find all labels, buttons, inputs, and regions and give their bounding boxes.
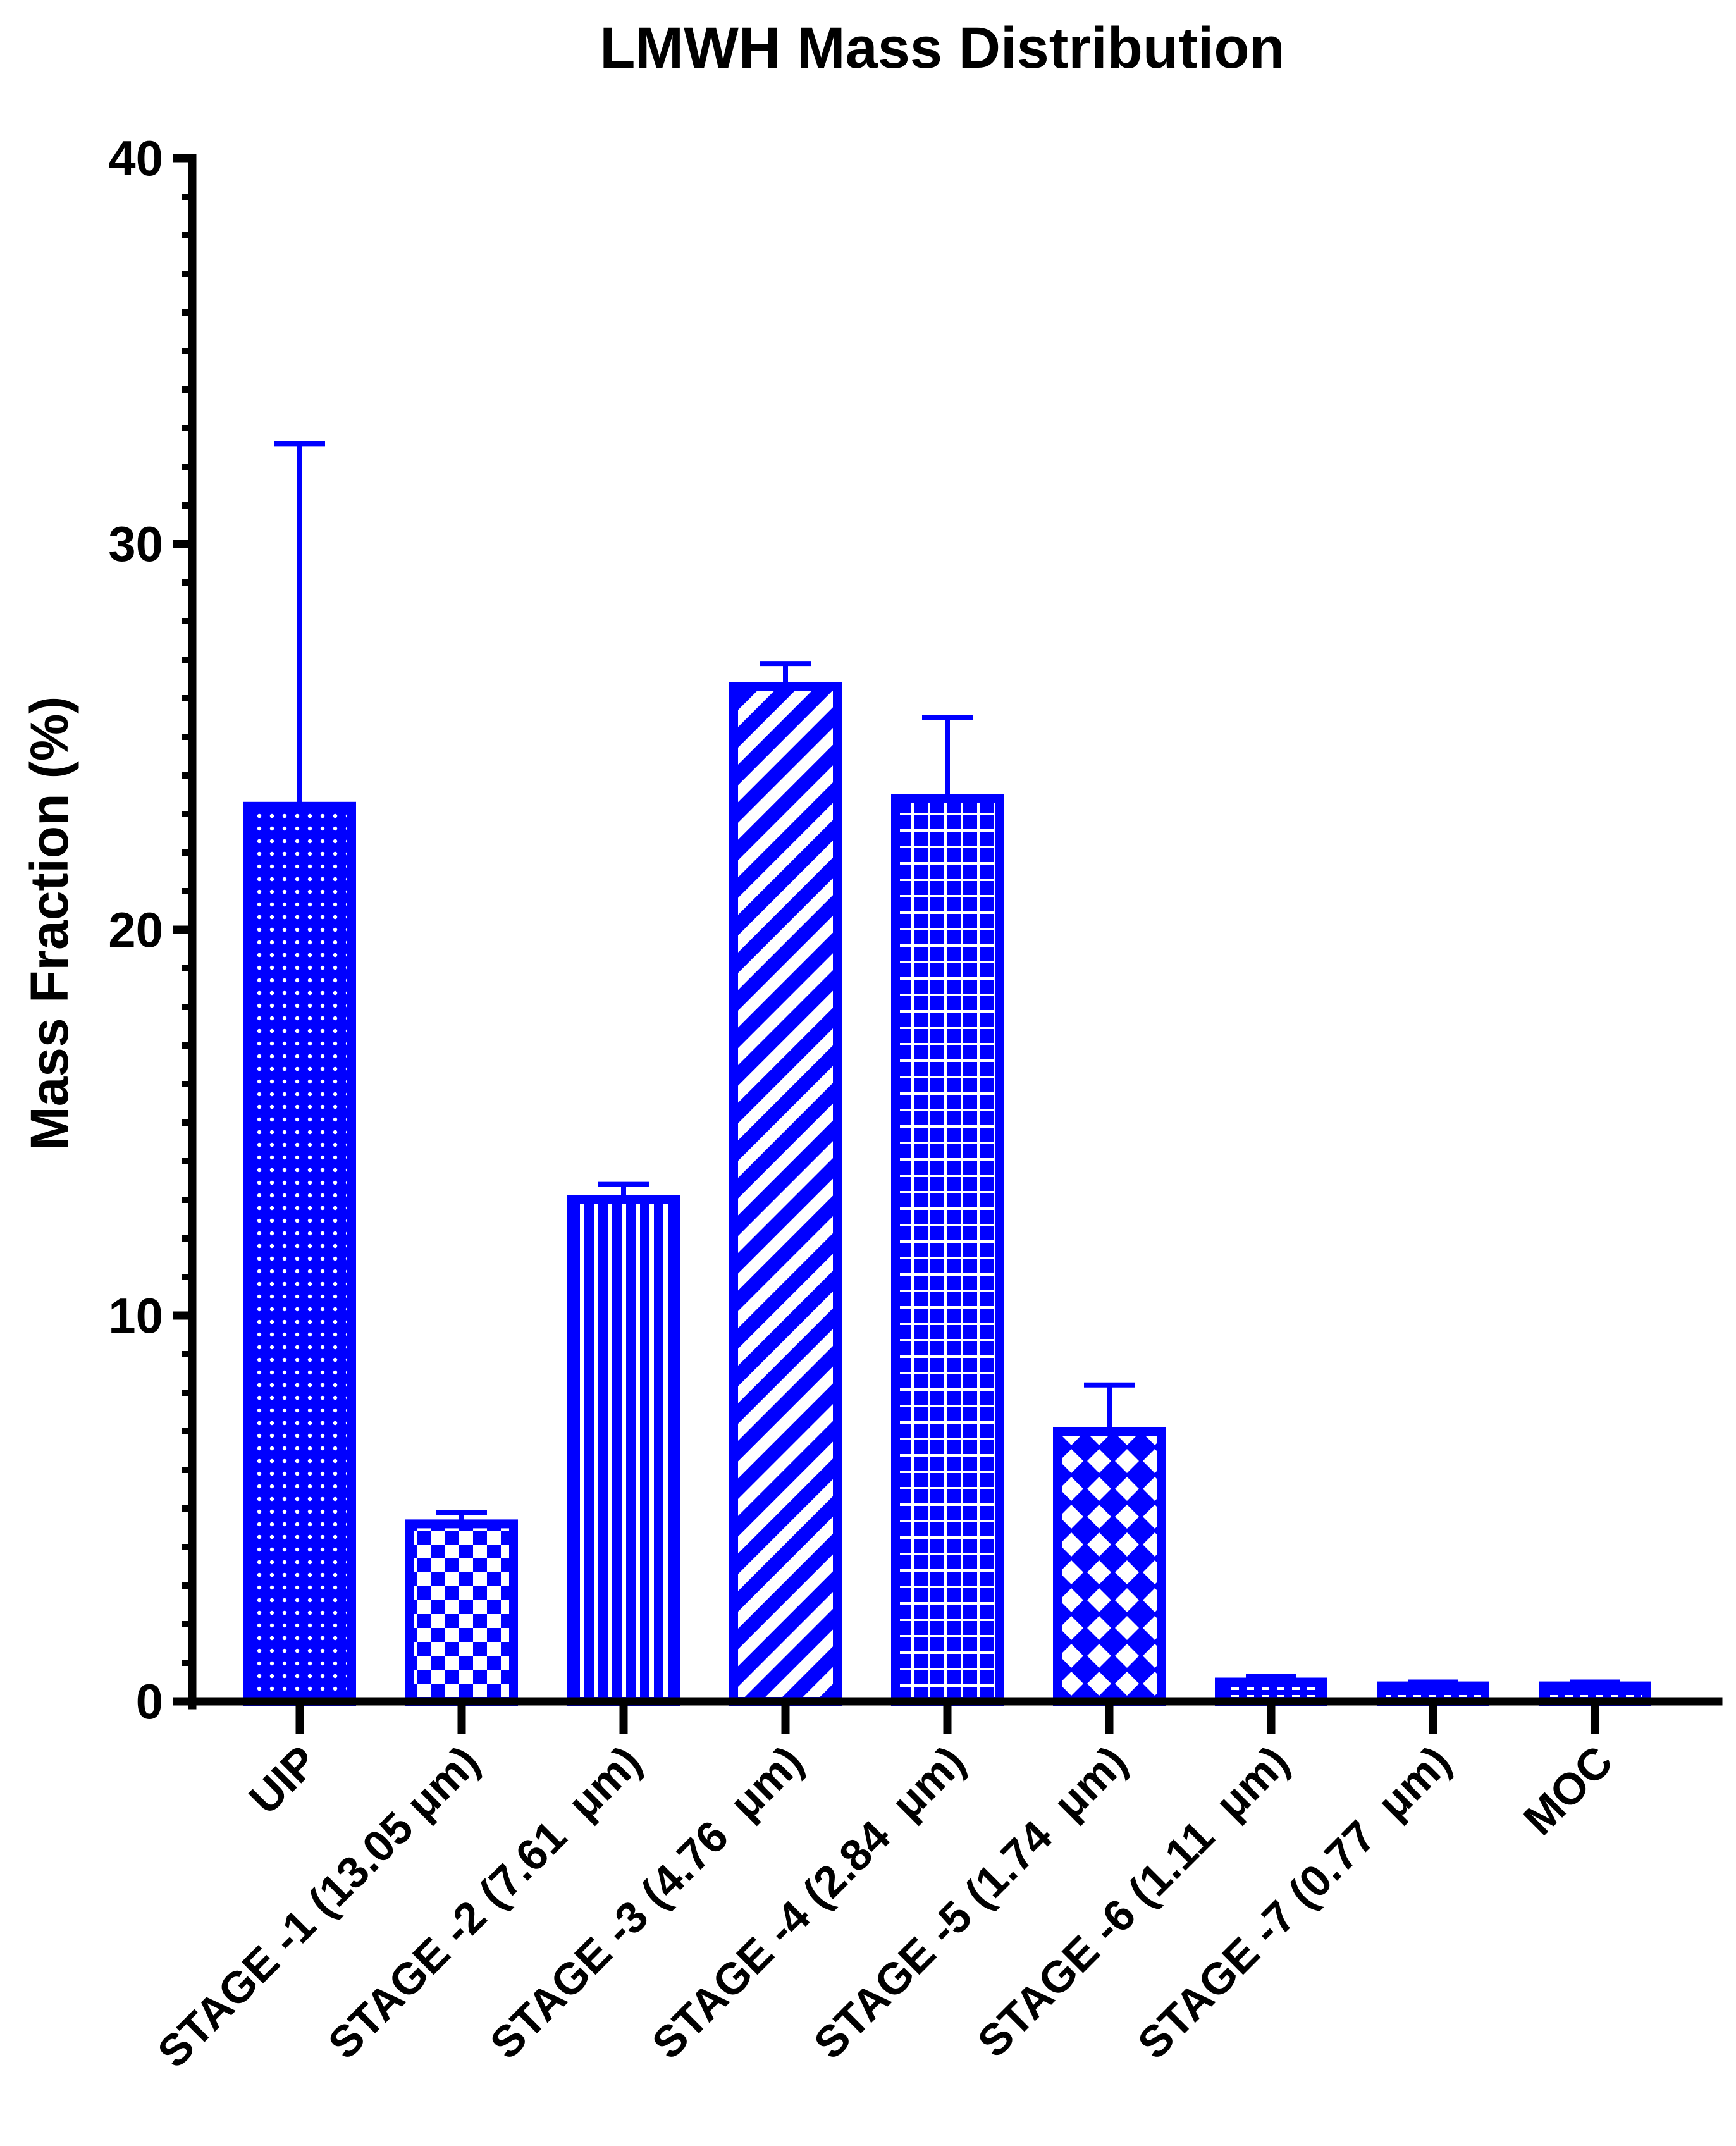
bar [891,794,1004,1706]
y-tick-label: 40 [108,130,163,186]
y-ticks: 0 10 20 30 40 [108,130,196,1729]
x-tick-label: STAGE -5 (1.74 μm) [804,1736,1136,2068]
x-tick-label: UIP [240,1736,327,1823]
bars [243,682,1651,1706]
x-tick-label: STAGE -1 (13.05 μm) [148,1736,488,2076]
x-tick-label: STAGE -3 (4.76 μm) [481,1736,813,2068]
x-tick-label: STAGE -6 (1.11 μm) [968,1736,1298,2066]
y-tick-label: 30 [108,516,163,572]
error-bars [274,441,1620,1686]
x-tick-label: STAGE -7 (0.77 μm) [1128,1736,1460,2068]
y-tick-label: 20 [108,902,163,958]
x-tick-label: STAGE -4 (2.84 μm) [643,1736,975,2068]
y-tick-label: 0 [136,1674,163,1729]
x-tick-label: MOC [1514,1736,1622,1844]
bar [243,801,356,1706]
bar [1053,1427,1166,1706]
bar [567,1195,680,1706]
y-axis-label: Mass Fraction (%) [20,696,79,1151]
bar [405,1519,518,1706]
y-tick-label: 10 [108,1288,163,1343]
chart-title: LMWH Mass Distribution [600,16,1285,80]
bar [729,682,842,1706]
x-tick-label: STAGE -2 (7.61 μm) [319,1736,651,2068]
